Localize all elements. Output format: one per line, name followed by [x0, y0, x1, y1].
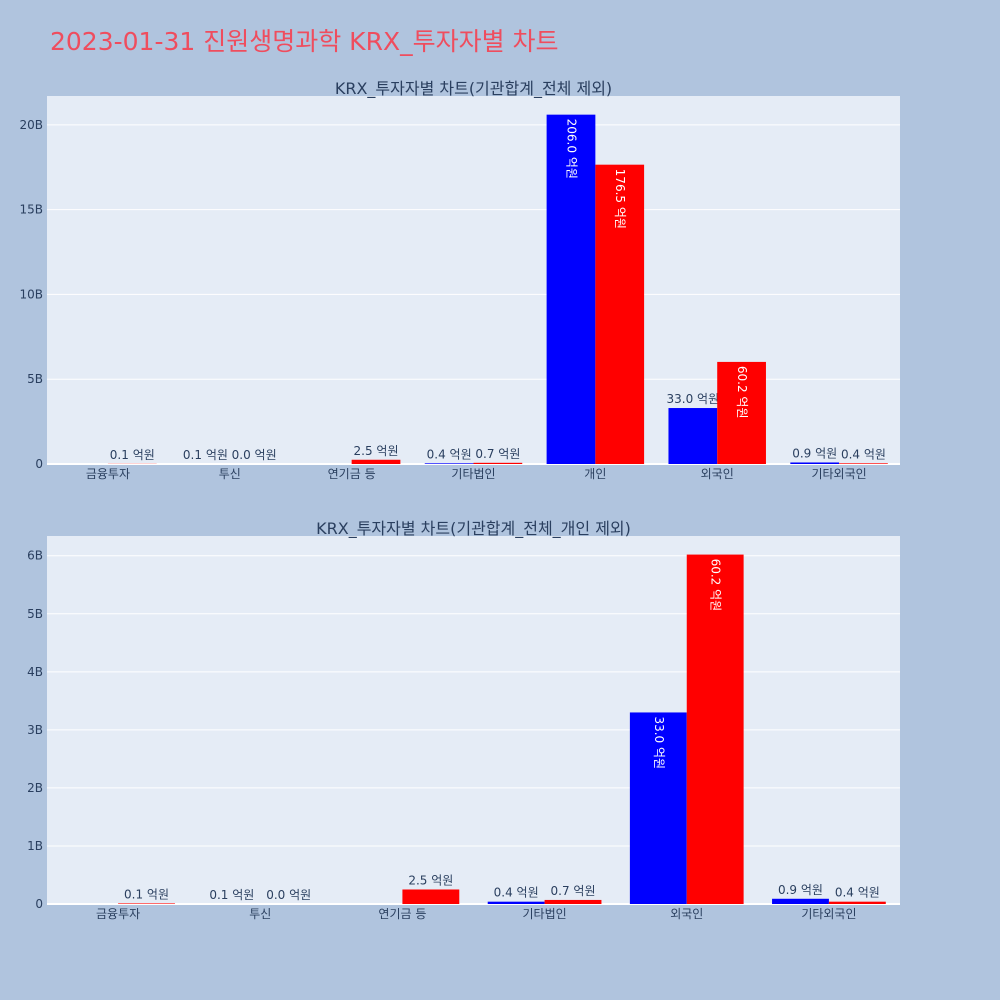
bar: [473, 462, 523, 464]
plot-background: [47, 536, 900, 904]
x-tick-label: 외국인: [701, 467, 734, 481]
bar: [839, 463, 888, 464]
data-label: 0.0 억원: [266, 888, 311, 902]
y-tick-label: 2B: [27, 781, 43, 795]
y-tick-label: 5B: [27, 372, 43, 386]
x-tick-label: 기타법인: [451, 467, 495, 481]
bar: [424, 463, 474, 464]
x-tick-label: 개인: [584, 467, 606, 481]
data-label: 60.2 억원: [709, 559, 723, 612]
bar: [790, 462, 840, 464]
data-label: 0.7 억원: [475, 447, 520, 461]
chart-title: KRX_투자자별 차트(기관합계_전체 제외): [335, 79, 612, 99]
y-tick-label: 20B: [19, 118, 43, 132]
page-title: 2023-01-31 진원생명과학 KRX_투자자별 차트: [50, 27, 559, 56]
data-label: 2.5 억원: [354, 444, 399, 458]
x-tick-label: 기타외국인: [801, 907, 856, 921]
data-label: 0.1 억원: [183, 448, 228, 462]
data-label: 0.4 억원: [841, 447, 886, 461]
x-tick-label: 외국인: [670, 907, 703, 921]
data-label: 60.2 억원: [735, 366, 749, 419]
y-tick-label: 4B: [27, 665, 43, 679]
y-tick-label: 3B: [27, 723, 43, 737]
y-tick-label: 1B: [27, 839, 43, 853]
x-tick-label: 기타외국인: [811, 467, 866, 481]
bar: [686, 554, 744, 904]
chart-2: 0 1B 2B 3B 4B 5B 6B KRX_투자자별 차트(기관합계_전체_개인 제외) 금…: [27, 519, 900, 921]
data-label: 0.4 억원: [427, 447, 472, 461]
bar: [772, 898, 829, 904]
y-tick-label: 6B: [27, 549, 43, 563]
bar: [118, 903, 175, 904]
data-label: 176.5 억원: [613, 169, 627, 229]
data-label: 0.0 억원: [232, 448, 277, 462]
data-label: 206.0 억원: [564, 119, 578, 179]
bar: [668, 408, 718, 464]
x-tick-label: 연기금 등: [328, 467, 376, 481]
bar: [595, 164, 645, 465]
bar: [402, 889, 460, 904]
bar: [629, 712, 687, 904]
x-tick-label: 금융투자: [96, 907, 140, 921]
bar: [487, 901, 545, 904]
data-label: 0.1 억원: [209, 888, 254, 902]
plot-background: [47, 96, 900, 464]
y-tick-label: 15B: [19, 203, 43, 217]
y-tick-label: 0: [35, 897, 43, 911]
bar: [828, 901, 886, 904]
data-label: 0.1 억원: [110, 448, 155, 462]
bar: [544, 899, 602, 904]
x-tick-label: 금융투자: [86, 467, 130, 481]
x-tick-label: 연기금 등: [378, 907, 426, 921]
chart-1: 0 5B 10B 15B 20B KRX_투자자별 차트(기관합계_전체 제외) 금융투자 0…: [19, 79, 900, 481]
x-tick-label: 기타법인: [522, 907, 566, 921]
bar: [546, 114, 596, 464]
x-tick-label: 투신: [219, 467, 241, 481]
data-label: 0.1 억원: [124, 887, 169, 901]
data-label: 33.0 억원: [667, 392, 720, 406]
bar: [351, 459, 401, 464]
chart-title: KRX_투자자별 차트(기관합계_전체_개인 제외): [316, 519, 631, 539]
y-tick-label: 0: [35, 457, 43, 471]
data-label: 33.0 억원: [652, 716, 666, 769]
data-label: 0.4 억원: [494, 886, 539, 900]
data-label: 0.9 억원: [792, 446, 837, 460]
x-tick-label: 투신: [249, 907, 271, 921]
data-label: 2.5 억원: [408, 873, 453, 887]
bar: [717, 361, 766, 464]
data-label: 0.7 억원: [551, 884, 596, 898]
data-label: 0.9 억원: [778, 883, 823, 897]
y-tick-label: 5B: [27, 607, 43, 621]
data-label: 0.4 억원: [835, 886, 880, 900]
y-tick-label: 10B: [19, 287, 43, 301]
